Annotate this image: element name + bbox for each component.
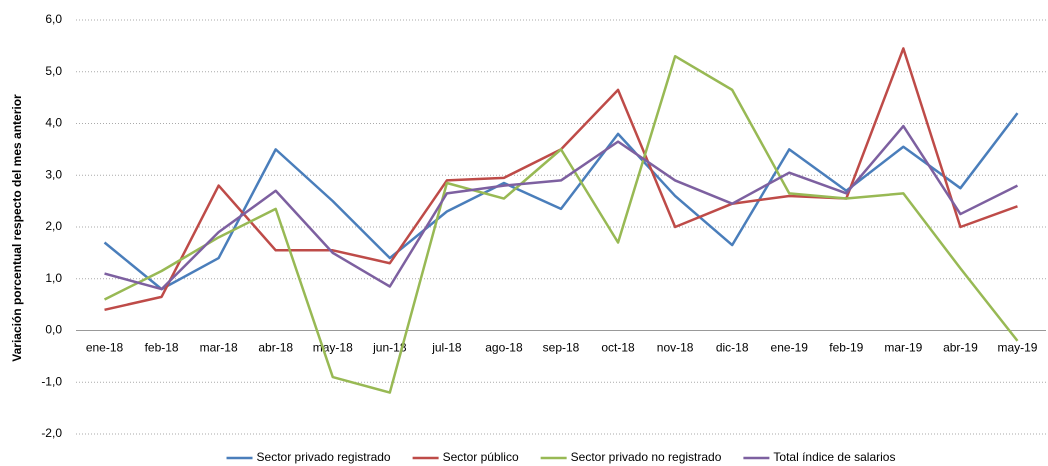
x-tick-label: may-19	[997, 341, 1037, 355]
series-line	[103, 112, 1019, 291]
x-tick-label: jun-18	[372, 341, 407, 355]
x-tick-label: feb-19	[829, 341, 863, 355]
x-tick-label: nov-18	[657, 341, 694, 355]
x-tick-label: sep-18	[543, 341, 580, 355]
y-tick-label: 4,0	[45, 116, 62, 130]
y-tick-label: -2,0	[41, 426, 62, 440]
legend-label: Sector privado registrado	[257, 450, 391, 464]
x-tick-label: feb-18	[145, 341, 179, 355]
x-tick-label: abr-18	[258, 341, 293, 355]
y-tick-label: 0,0	[45, 323, 62, 337]
x-tick-label: ago-18	[485, 341, 523, 355]
y-tick-label: 2,0	[45, 219, 62, 233]
y-tick-label: -1,0	[41, 374, 62, 388]
x-tick-label: dic-18	[716, 341, 749, 355]
x-tick-label: abr-19	[943, 341, 978, 355]
y-tick-label: 5,0	[45, 64, 62, 78]
x-tick-label: oct-18	[601, 341, 635, 355]
y-tick-label: 6,0	[45, 12, 62, 26]
series-line	[104, 124, 1019, 291]
y-tick-label: 1,0	[45, 271, 62, 285]
x-tick-label: ene-18	[86, 341, 124, 355]
x-tick-label: ene-19	[771, 341, 809, 355]
y-tick-label: 3,0	[45, 167, 62, 181]
legend-label: Total índice de salarios	[773, 450, 895, 464]
x-tick-label: mar-19	[884, 341, 922, 355]
legend-label: Sector público	[443, 450, 519, 464]
legend-label: Sector privado no registrado	[571, 450, 722, 464]
x-tick-label: jul-18	[431, 341, 462, 355]
x-tick-label: mar-18	[200, 341, 238, 355]
y-axis-label: Variación porcentual respecto del mes an…	[10, 94, 24, 362]
series-line	[103, 54, 1019, 394]
x-tick-label: may-18	[313, 341, 353, 355]
